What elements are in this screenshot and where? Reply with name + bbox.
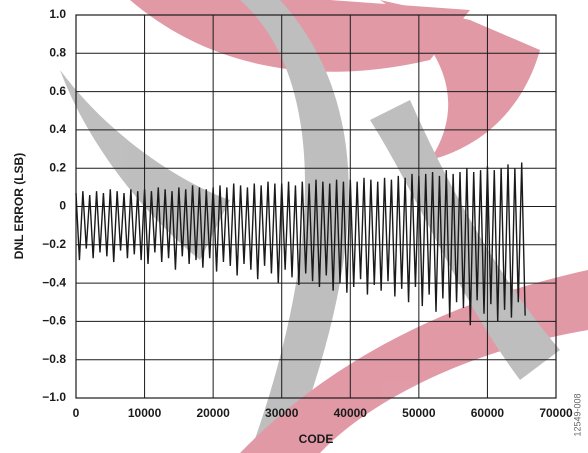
watermark-swoosh xyxy=(240,0,349,453)
y-tick-label: −1.0 xyxy=(42,390,66,404)
y-tick-label: −0.2 xyxy=(42,237,66,251)
figure-id: 12549-008 xyxy=(572,393,582,436)
x-tick-label: 20000 xyxy=(196,406,230,420)
data-line xyxy=(75,162,526,326)
x-tick-label: 30000 xyxy=(265,406,299,420)
y-tick-label: −0.8 xyxy=(42,352,66,366)
x-axis-label: CODE xyxy=(299,432,334,446)
y-tick-label: −0.4 xyxy=(42,275,66,289)
watermark-swoosh xyxy=(380,0,540,160)
x-tick-label: 70000 xyxy=(539,406,573,420)
y-tick-label: 0 xyxy=(59,199,66,213)
x-tick-label: 40000 xyxy=(334,406,368,420)
y-tick-label: 0.2 xyxy=(49,160,66,174)
y-tick-label: 0.8 xyxy=(49,45,66,59)
y-axis-label: DNL ERROR (LSB) xyxy=(12,153,26,259)
x-tick-label: 60000 xyxy=(471,406,505,420)
x-tick-label: 10000 xyxy=(128,406,162,420)
y-tick-label: 0.6 xyxy=(49,84,66,98)
x-tick-label: 0 xyxy=(73,406,80,420)
y-tick-label: 1.0 xyxy=(49,7,66,21)
y-tick-label: 0.4 xyxy=(49,122,66,136)
y-tick-label: −0.6 xyxy=(42,314,66,328)
x-tick-label: 50000 xyxy=(402,406,436,420)
